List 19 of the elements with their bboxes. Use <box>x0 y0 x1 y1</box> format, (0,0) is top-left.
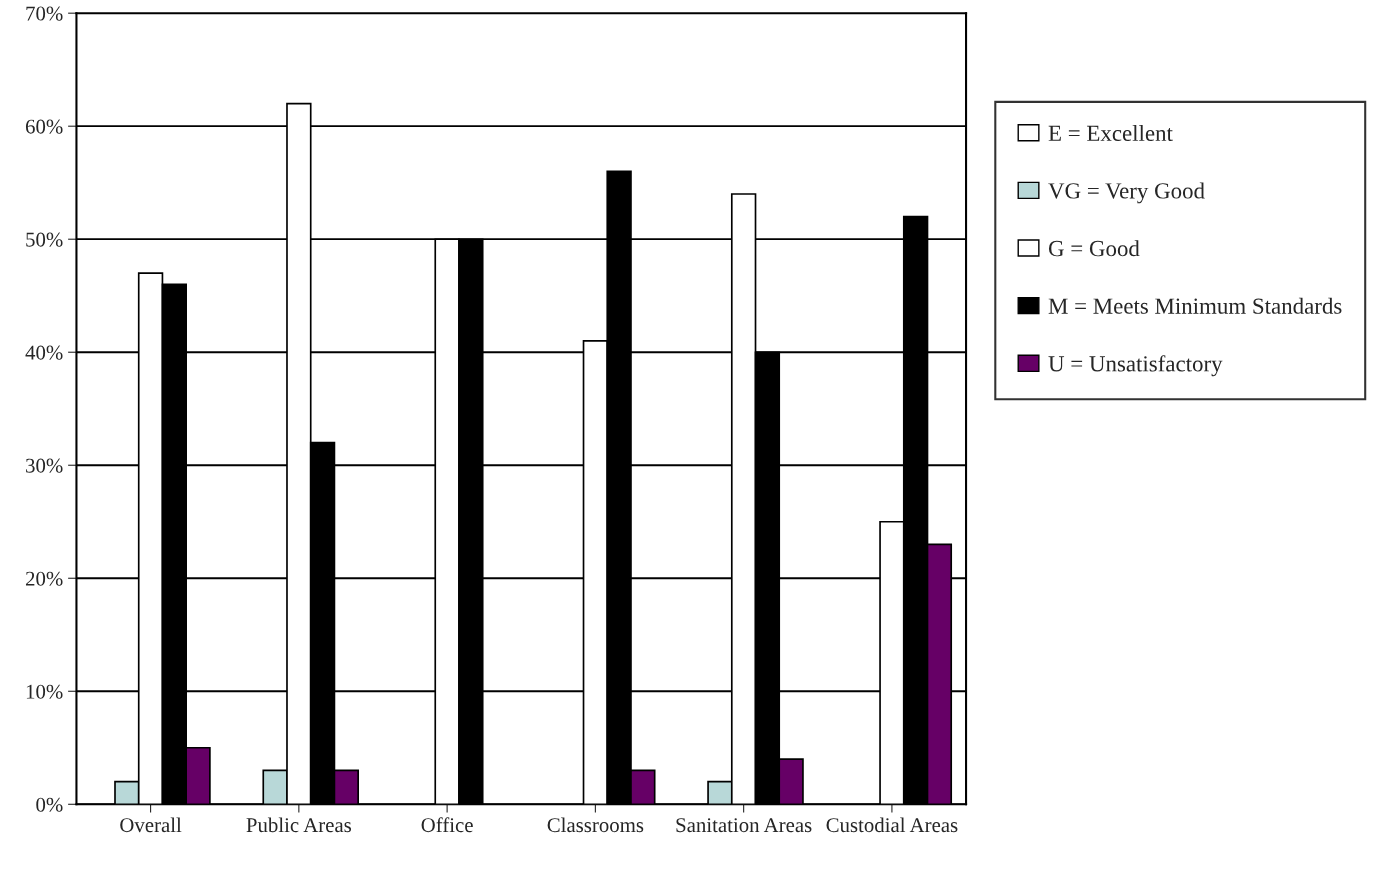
x-tick-label: Sanitation Areas <box>676 818 812 833</box>
y-tick-label: 0% <box>36 797 63 812</box>
x-tick-label: Office <box>421 817 473 833</box>
y-tick-label: 50% <box>26 232 63 247</box>
x-tick-label: Classrooms <box>547 817 644 833</box>
legend-label: E = Excellent <box>1048 124 1173 142</box>
y-tick-label: 60% <box>25 119 63 134</box>
x-tick-label: Overall <box>120 817 182 833</box>
legend-label: VG = Very Good <box>1048 182 1205 204</box>
legend-label: G = Good <box>1048 240 1140 257</box>
y-tick-label: 20% <box>25 571 63 586</box>
y-tick-label: 30% <box>26 458 63 473</box>
x-tick-label: Custodial Areas <box>826 817 958 833</box>
y-tick-label: 70% <box>26 6 63 21</box>
x-tick-label: Public Areas <box>246 817 352 833</box>
y-tick-label: 40% <box>25 345 63 360</box>
legend-label: U = Unsatisfactory <box>1048 355 1223 377</box>
y-tick-label: 10% <box>26 684 63 699</box>
legend-label: M = Meets Minimum Standards <box>1048 297 1342 314</box>
